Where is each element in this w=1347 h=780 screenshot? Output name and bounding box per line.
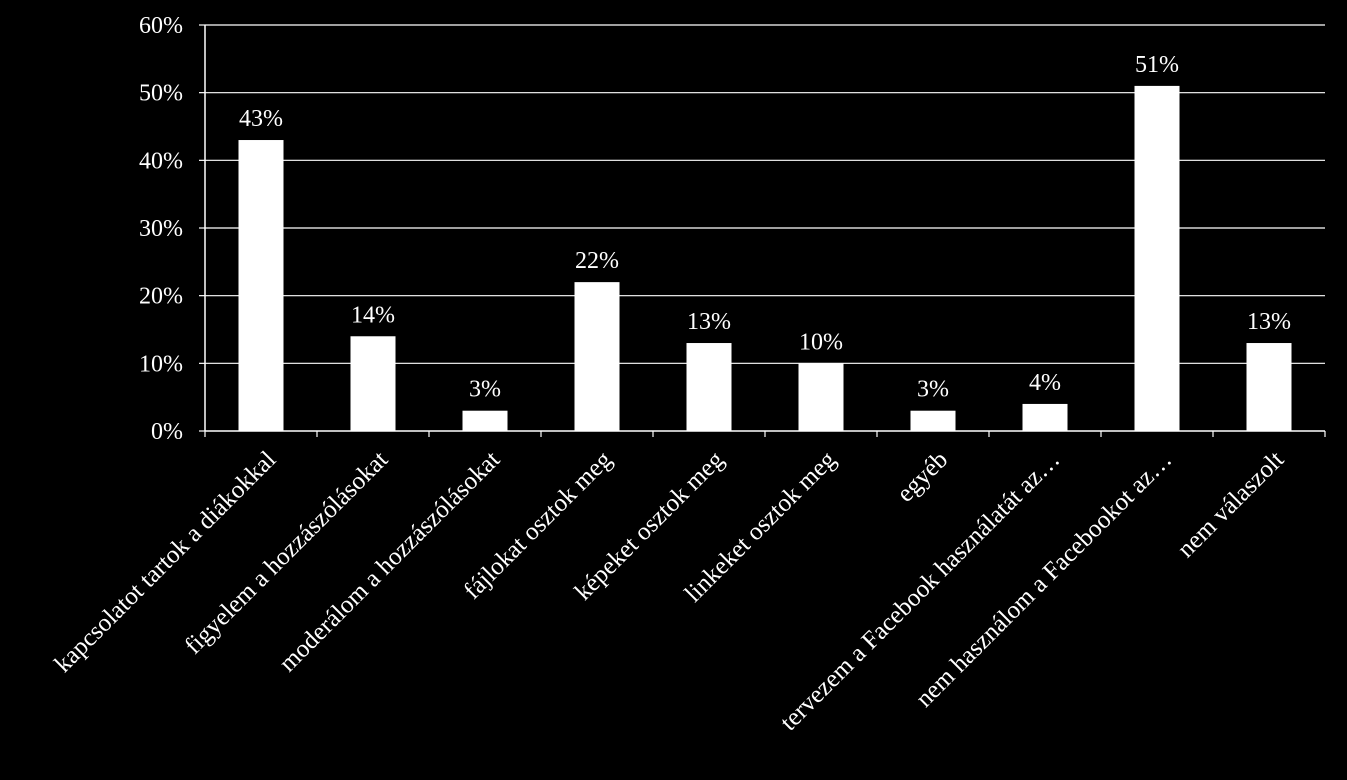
y-tick-label: 0% xyxy=(151,419,183,445)
y-tick-label: 50% xyxy=(139,81,183,107)
category-label: moderálom a hozzászólásokat xyxy=(274,446,505,677)
category-label: egyéb xyxy=(892,446,953,507)
data-label: 13% xyxy=(1247,309,1291,335)
y-tick-label: 60% xyxy=(139,13,183,39)
data-labels: 43% 14% 3% 22% 13% 10% 3% 4% 51% 13% xyxy=(239,52,1291,403)
data-label: 3% xyxy=(917,377,949,403)
bar xyxy=(1134,85,1180,432)
bars xyxy=(238,85,1292,432)
y-axis-tick-labels: 0% 10% 20% 30% 40% 50% 60% xyxy=(139,13,183,445)
bar xyxy=(462,410,508,431)
bar xyxy=(798,363,844,431)
y-tick-label: 20% xyxy=(139,284,183,310)
category-label: figyelem a hozzászólásokat xyxy=(180,446,393,659)
bar xyxy=(1246,343,1292,431)
bar xyxy=(1022,403,1068,431)
data-label: 13% xyxy=(687,309,731,335)
bar xyxy=(574,282,620,431)
category-label: kapcsolatot tartok a diákokkal xyxy=(50,446,282,678)
bar xyxy=(350,336,396,431)
bar xyxy=(238,140,284,432)
data-label: 43% xyxy=(239,106,283,132)
bar xyxy=(910,410,956,431)
data-label: 51% xyxy=(1135,52,1179,78)
bar xyxy=(686,343,732,431)
y-tick-label: 10% xyxy=(139,351,183,377)
data-label: 22% xyxy=(575,248,619,274)
y-tick-label: 30% xyxy=(139,216,183,242)
data-label: 10% xyxy=(799,329,843,355)
y-tick-label: 40% xyxy=(139,148,183,174)
data-label: 4% xyxy=(1029,370,1061,396)
category-label: nem válaszolt xyxy=(1172,446,1289,563)
data-label: 3% xyxy=(469,377,501,403)
data-label: 14% xyxy=(351,302,395,328)
